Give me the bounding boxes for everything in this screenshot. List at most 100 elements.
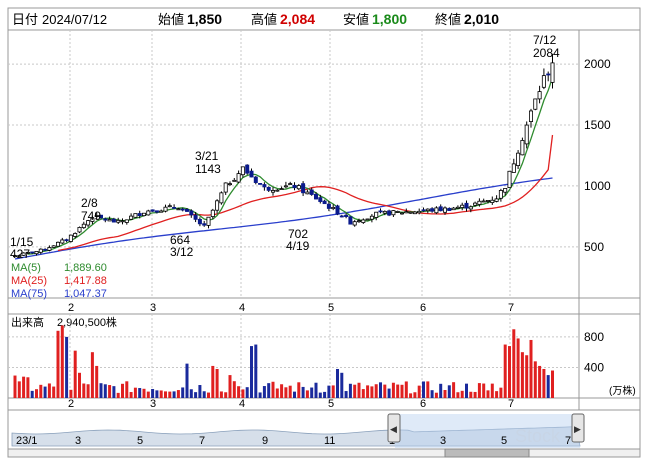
candle-body — [60, 239, 65, 244]
candle — [133, 213, 138, 218]
candle-body — [219, 192, 224, 204]
volume-bar — [47, 383, 51, 398]
candle — [34, 250, 39, 256]
price-y-tick: 2000 — [584, 57, 611, 71]
candle-body — [227, 183, 232, 186]
candle — [421, 207, 426, 212]
volume-bar — [473, 391, 477, 398]
candle — [223, 182, 228, 195]
volume-bar — [22, 376, 26, 398]
navigator-scroll-thumb[interactable] — [444, 448, 530, 458]
candle — [68, 234, 73, 243]
candle — [206, 216, 211, 229]
candle-body — [202, 223, 207, 226]
candle — [172, 204, 177, 209]
volume-bar — [422, 381, 425, 398]
volume-bar — [314, 382, 318, 398]
candle — [309, 187, 314, 196]
volume-bar — [297, 382, 301, 398]
range-navigator[interactable]: 23/13579111357◀▶ — [7, 413, 641, 458]
candle-body — [163, 206, 168, 212]
volume-bar — [142, 388, 146, 398]
volume-bar — [108, 385, 112, 398]
volume-bar — [78, 372, 81, 398]
watermark: Stock — [515, 426, 561, 446]
candlestick-series — [12, 53, 555, 258]
candle — [240, 166, 245, 178]
candle — [404, 208, 409, 214]
navigator-month-label: 5 — [501, 435, 507, 447]
candle-body — [369, 215, 374, 220]
candle — [516, 150, 521, 170]
candle-body — [25, 251, 30, 254]
volume-bar — [443, 390, 447, 398]
candle — [154, 210, 159, 214]
candle — [116, 217, 121, 224]
candle — [288, 181, 293, 185]
candle — [477, 198, 482, 207]
candle — [408, 211, 413, 214]
volume-bar — [344, 391, 348, 398]
candle-body — [64, 239, 69, 242]
volume-bar — [417, 385, 421, 398]
candle — [442, 206, 447, 215]
candle-body — [51, 245, 56, 248]
candle — [520, 137, 525, 156]
volume-bar — [486, 390, 490, 398]
volume-bar — [202, 391, 206, 398]
volume-bar — [404, 381, 408, 398]
navigator-month-label: 9 — [262, 435, 268, 447]
candle-body — [404, 211, 409, 214]
volume-bar — [164, 391, 167, 398]
candle-body — [485, 200, 490, 202]
candle — [473, 201, 478, 207]
candle — [391, 210, 396, 218]
candle — [447, 207, 452, 212]
candle-body — [129, 215, 134, 220]
date-label: 日付 — [12, 12, 38, 27]
volume-bar — [318, 392, 322, 398]
candle-body — [38, 248, 43, 253]
navigator-selection[interactable] — [395, 414, 580, 448]
candle — [21, 252, 26, 256]
annotation-price: 2084 — [533, 46, 560, 60]
navigator-scrollbar[interactable] — [7, 448, 641, 458]
price-x-month-label: 3 — [150, 302, 156, 314]
candle — [318, 194, 323, 204]
candle — [111, 217, 116, 223]
candle — [245, 164, 250, 175]
candle — [43, 248, 48, 251]
candle — [176, 207, 181, 211]
candle — [283, 181, 288, 189]
volume-bar — [241, 389, 245, 398]
candle-body — [516, 152, 521, 167]
candle — [193, 212, 198, 223]
volume-bar — [168, 391, 172, 398]
candle — [94, 212, 99, 220]
candle — [279, 186, 284, 191]
candle-body — [232, 179, 237, 182]
annotation-price: 1143 — [195, 162, 221, 176]
volume-x-month-label: 2 — [68, 398, 74, 410]
navigator-right-handle[interactable] — [571, 413, 585, 443]
candle-body — [365, 218, 370, 221]
candle-body — [408, 211, 413, 214]
candle — [292, 182, 297, 191]
volume-bar — [361, 389, 365, 398]
candle-body — [172, 207, 177, 209]
candle-body — [137, 213, 142, 216]
volume-bars — [13, 325, 554, 398]
candle — [541, 68, 546, 90]
legend-ma75-value: 1,047.37 — [64, 288, 107, 300]
candle-body — [94, 214, 99, 218]
close-value: 2,010 — [464, 11, 499, 27]
volume-bar — [499, 387, 503, 398]
volume-bar — [30, 390, 34, 398]
candle — [86, 219, 91, 228]
navigator-left-handle[interactable] — [387, 413, 401, 443]
volume-bar — [503, 344, 507, 398]
volume-bar — [138, 388, 142, 398]
close-label: 終値 — [435, 12, 461, 27]
candle-body — [451, 207, 456, 211]
